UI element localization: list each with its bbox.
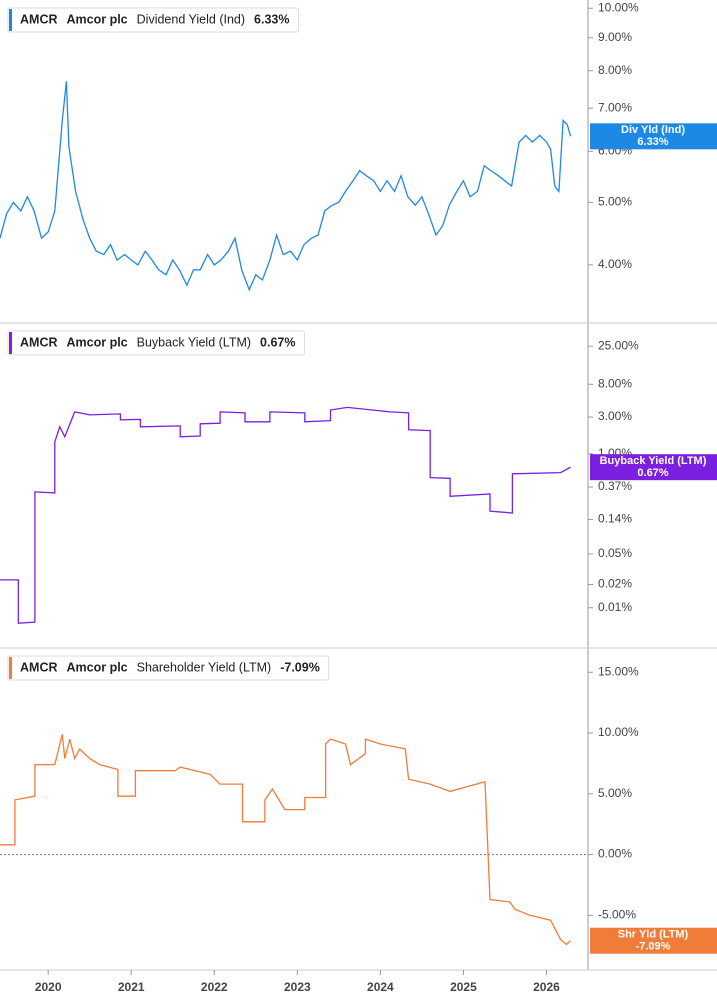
header-value: 6.33% (254, 12, 289, 26)
badge-value: -7.09% (636, 941, 671, 953)
badge-label: Shr Yld (LTM) (618, 929, 689, 941)
y-tick-label: 0.14% (598, 512, 632, 526)
y-tick-label: 0.01% (598, 600, 632, 614)
header-company: Amcor plc (67, 12, 128, 26)
x-tick-label: 2025 (450, 980, 477, 994)
y-tick-label: 8.00% (598, 376, 632, 390)
current-badge (590, 927, 717, 954)
y-tick-label: 25.00% (598, 338, 639, 352)
header-company: Amcor plc (67, 660, 128, 674)
x-tick-label: 2024 (367, 980, 394, 994)
header-title: Buyback Yield (LTM) (137, 335, 251, 349)
y-tick-label: 10.00% (598, 0, 639, 14)
header-box (7, 7, 299, 33)
header-company: Amcor plc (67, 335, 128, 349)
badge-label: Buyback Yield (LTM) (600, 455, 707, 467)
header-value: -7.09% (280, 660, 320, 674)
y-tick-label: 5.00% (598, 195, 632, 209)
badge-value: 6.33% (637, 136, 668, 148)
data-line (0, 406, 571, 624)
y-tick-label: 8.00% (598, 63, 632, 77)
y-tick-label: 0.37% (598, 479, 632, 493)
header-box (7, 330, 305, 356)
data-line (0, 81, 572, 292)
y-tick-label: 5.00% (598, 786, 632, 800)
x-tick-label: 2026 (533, 980, 560, 994)
y-tick-label: 15.00% (598, 664, 639, 678)
header-value: 0.67% (260, 335, 295, 349)
header-box (7, 655, 330, 681)
badge-label: Div Yld (Ind) (621, 124, 685, 136)
y-tick-label: 0.00% (598, 847, 632, 861)
x-tick-label: 2023 (284, 980, 311, 994)
y-tick-label: 9.00% (598, 30, 632, 44)
current-badge (590, 454, 717, 481)
x-tick-label: 2020 (35, 980, 62, 994)
data-line (0, 734, 572, 946)
y-tick-label: 10.00% (598, 725, 639, 739)
header-ticker: AMCR (20, 660, 58, 674)
current-badge (590, 123, 717, 150)
header-title: Dividend Yield (Ind) (137, 12, 245, 26)
badge-value: 0.67% (637, 467, 668, 479)
header-ticker: AMCR (20, 12, 58, 26)
header-accent (9, 657, 12, 679)
y-tick-label: -5.00% (598, 907, 636, 921)
x-tick-label: 2022 (201, 980, 228, 994)
header-ticker: AMCR (20, 335, 58, 349)
y-tick-label: 0.02% (598, 577, 632, 591)
header-accent (9, 9, 12, 31)
x-tick-label: 2021 (118, 980, 145, 994)
y-tick-label: 4.00% (598, 257, 632, 271)
header-accent (9, 332, 12, 354)
y-tick-label: 3.00% (598, 409, 632, 423)
header-title: Shareholder Yield (LTM) (137, 660, 272, 674)
y-tick-label: 0.05% (598, 546, 632, 560)
y-tick-label: 7.00% (598, 100, 632, 114)
